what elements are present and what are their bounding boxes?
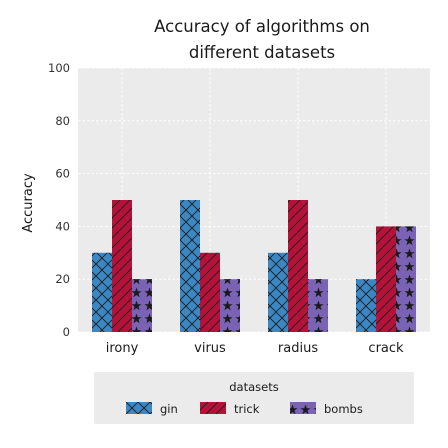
y-tick-label: 40	[55, 219, 70, 233]
y-axis-ticks: 0 20 40 60 80 100	[48, 61, 70, 339]
x-category-label: irony	[106, 341, 139, 356]
bar-pattern-trick-virus	[200, 252, 220, 332]
bar-pattern-bombs-crack	[396, 226, 416, 332]
bar-pattern-gin-irony	[92, 252, 112, 332]
legend-box	[94, 372, 414, 424]
x-category-label: virus	[194, 341, 226, 356]
legend-swatch-pattern-trick	[200, 402, 226, 414]
chart-title-line-1: Accuracy of algorithms on	[154, 17, 370, 36]
y-axis-label: Accuracy	[21, 173, 36, 233]
y-tick-label: 20	[55, 272, 70, 286]
x-axis-categories: irony virus radius crack	[106, 341, 404, 356]
legend-swatch-pattern-gin	[126, 402, 152, 414]
bar-pattern-gin-virus	[180, 200, 200, 332]
bar-pattern-trick-irony	[112, 200, 132, 332]
bars	[92, 200, 416, 332]
bar-pattern-trick-crack	[376, 226, 396, 332]
legend-label-bombs: bombs	[324, 402, 363, 416]
bar-pattern-bombs-radius	[308, 279, 328, 332]
legend: datasets gin trick bombs	[94, 372, 414, 424]
bar-pattern-gin-radius	[268, 252, 288, 332]
bar-pattern-bombs-irony	[132, 279, 152, 332]
chart-title-line-2: different datasets	[189, 43, 335, 62]
y-tick-label: 100	[48, 61, 70, 75]
x-category-label: radius	[278, 341, 318, 356]
x-category-label: crack	[368, 341, 404, 356]
y-tick-label: 60	[55, 167, 70, 181]
legend-swatch-pattern-bombs	[290, 402, 316, 414]
bar-pattern-trick-radius	[288, 200, 308, 332]
legend-label-gin: gin	[160, 402, 178, 416]
y-tick-label: 0	[63, 325, 70, 339]
bar-pattern-bombs-virus	[220, 279, 240, 332]
y-tick-label: 80	[55, 114, 70, 128]
bar-pattern-gin-crack	[356, 279, 376, 332]
legend-label-trick: trick	[234, 402, 260, 416]
legend-title: datasets	[229, 380, 278, 394]
